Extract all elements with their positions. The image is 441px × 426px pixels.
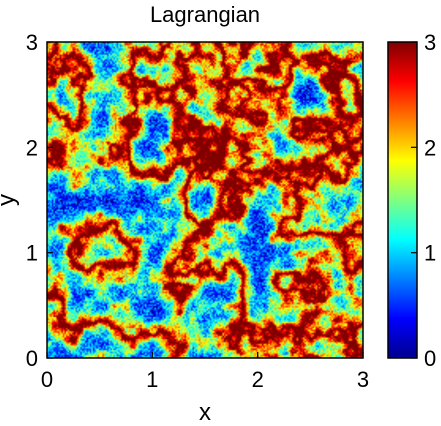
y-axis-label: y xyxy=(0,194,20,206)
plot-frame xyxy=(46,41,364,359)
x-tick-label-0: 0 xyxy=(41,367,53,392)
colorbar: 0 1 2 3 xyxy=(387,30,436,371)
y-tick-label-1: 1 xyxy=(26,241,38,266)
heatmap-image xyxy=(47,42,363,358)
x-axis: 0 1 2 3 x xyxy=(41,352,369,426)
colorbar-tick-label-2: 2 xyxy=(424,135,436,160)
colorbar-gradient xyxy=(387,41,418,359)
x-tick-label-3: 3 xyxy=(357,367,369,392)
colorbar-tick-label-1: 1 xyxy=(424,241,436,266)
y-tick-label-0: 0 xyxy=(26,346,38,371)
x-tick-label-2: 2 xyxy=(252,367,264,392)
y-tick-label-2: 2 xyxy=(26,135,38,160)
heatmap-plot-area xyxy=(46,41,364,359)
x-tick-label-1: 1 xyxy=(146,367,158,392)
y-tick-label-3: 3 xyxy=(26,30,38,55)
y-axis: 0 1 2 3 y xyxy=(0,30,53,371)
colorbar-tick-label-3: 3 xyxy=(424,30,436,55)
x-axis-label: x xyxy=(199,399,211,426)
colorbar-tick-label-0: 0 xyxy=(424,346,436,371)
chart-title: Lagrangian xyxy=(150,2,260,27)
